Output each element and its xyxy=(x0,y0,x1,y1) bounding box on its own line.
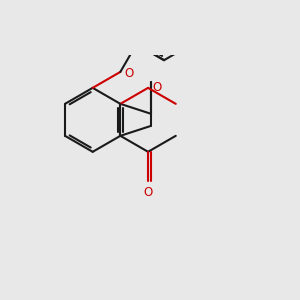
Text: O: O xyxy=(124,67,133,80)
Text: O: O xyxy=(152,81,161,94)
Text: O: O xyxy=(143,186,153,199)
